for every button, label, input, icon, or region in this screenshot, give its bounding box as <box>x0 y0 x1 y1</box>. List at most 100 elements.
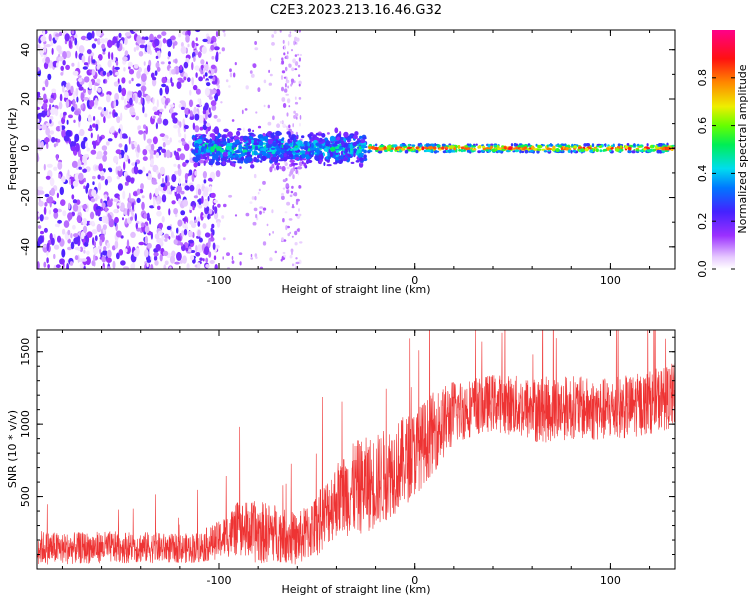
spectrogram-cell <box>460 146 465 150</box>
spectrogram-cell <box>37 112 44 117</box>
spectrogram-cell <box>282 218 285 223</box>
spectrogram-cell <box>155 55 159 60</box>
spectrogram-cell <box>152 106 158 112</box>
spectrogram-cell <box>114 92 119 102</box>
spectrogram-cell <box>63 220 70 228</box>
spectrogram-cell <box>90 198 96 203</box>
spectrogram-cell <box>104 206 108 213</box>
spectrogram-cell <box>251 150 254 156</box>
spectrogram-cell <box>145 95 151 102</box>
spectrogram-cell <box>305 146 308 152</box>
spectrogram-cell <box>379 144 385 148</box>
spectrogram-cell <box>58 31 63 36</box>
spectrogram-cell <box>45 44 51 48</box>
spectrogram-cell <box>141 195 145 199</box>
spectrogram-cell <box>83 249 86 254</box>
spectrogram-cell <box>208 208 213 215</box>
spectrogram-cell <box>57 235 61 243</box>
spectrogram-cell <box>97 38 101 45</box>
spectrogram-cell <box>279 165 282 170</box>
spectrogram-cell <box>187 140 192 146</box>
spectrogram-cell <box>216 118 221 123</box>
spectrogram-cell <box>146 212 150 221</box>
spectrogram-cell <box>599 149 603 153</box>
spectrogram-cell <box>208 75 214 79</box>
spectrogram-cell <box>286 112 289 117</box>
spectrogram-cell <box>279 155 284 158</box>
spectrogram-cell <box>49 130 55 135</box>
spectrogram-cell <box>375 143 378 147</box>
spectrogram-cell <box>229 160 233 166</box>
spectrogram-cell <box>121 77 126 84</box>
spectrogram-cell <box>68 138 72 145</box>
spectrogram-cell <box>286 166 290 170</box>
spectrogram-cell <box>102 70 107 76</box>
spectrogram-cell <box>435 150 440 153</box>
spectrogram-cell <box>195 154 201 159</box>
spectrogram-cell <box>133 166 137 172</box>
spectrogram-cell <box>195 30 201 33</box>
spectrogram-cell <box>292 123 295 128</box>
spectrogram-cell <box>174 261 180 265</box>
spectrogram-cell <box>130 231 136 238</box>
spectrogram-cell <box>63 135 70 142</box>
spectrogram-cell <box>298 57 301 62</box>
spectrogram-cell <box>194 170 198 176</box>
spectrogram-cell <box>301 161 304 164</box>
spectrogram-region-3 <box>367 142 675 154</box>
spectrogram-cell <box>155 61 160 69</box>
spectrogram-cell <box>294 36 298 42</box>
spectrogram-cell <box>609 149 612 153</box>
spectrogram-cell <box>73 233 79 238</box>
spectrogram-cell <box>249 70 253 74</box>
spectrogram-cell <box>402 147 405 151</box>
spectrogram-cell <box>173 239 178 245</box>
spectrogram-cell <box>166 225 172 231</box>
spectrogram-cell <box>47 264 50 269</box>
spectrogram-cell <box>131 77 134 82</box>
spectrogram-cell <box>83 88 86 94</box>
spectrogram-cell <box>180 46 187 55</box>
spectrogram-cell <box>294 68 298 71</box>
spectrogram-cell <box>296 228 300 232</box>
spectrogram-cell <box>493 144 498 148</box>
spectrogram-cell <box>106 266 111 269</box>
spectrogram-cell <box>266 153 271 159</box>
spectrogram-cell <box>197 229 201 237</box>
spectrogram-cell <box>170 231 174 238</box>
spectrogram-cell <box>292 203 294 207</box>
spectrogram-cell <box>400 143 403 147</box>
spectrogram-cell <box>146 44 151 54</box>
spectrogram-cell <box>334 141 339 144</box>
spectrogram-cell <box>202 153 208 157</box>
spectrogram-cell <box>209 154 215 157</box>
spectrogram-cell <box>173 124 179 129</box>
spectrogram-cell <box>63 111 67 116</box>
spectrogram-cell <box>411 144 416 147</box>
spectrogram-cell <box>289 150 293 154</box>
spectrogram-cell <box>294 54 298 57</box>
spectrogram-cell <box>280 258 283 262</box>
spectrogram-cell <box>295 169 299 174</box>
spectrogram-cell <box>222 160 226 166</box>
spectrogram-cell <box>200 153 203 159</box>
spectrogram-cell <box>205 257 209 263</box>
spectrogram-x-axis-label: Height of straight line (km) <box>281 283 430 296</box>
spectrogram-cell <box>299 143 305 147</box>
spectrogram-cell <box>208 131 211 139</box>
spectrogram-cell <box>234 139 240 144</box>
spectrogram-cell <box>212 204 215 211</box>
spectrogram-cell <box>209 236 215 242</box>
spectrogram-cell <box>61 175 66 183</box>
spectrogram-cell <box>279 149 285 154</box>
spectrogram-cell <box>153 198 156 208</box>
snr-frame <box>36 329 676 570</box>
spectrogram-cell <box>426 149 432 153</box>
spectrogram-cell <box>176 185 183 193</box>
spectrogram-cell <box>305 154 310 160</box>
spectrogram-cell <box>136 188 141 195</box>
spectrogram-cell <box>161 76 167 84</box>
spectrogram-cell <box>86 250 90 256</box>
spectrogram-cell <box>53 166 58 171</box>
spectrogram-cell <box>423 149 427 153</box>
